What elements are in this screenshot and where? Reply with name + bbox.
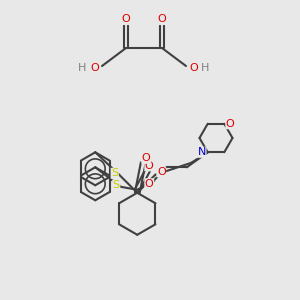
Text: S: S bbox=[111, 168, 118, 178]
Text: O: O bbox=[157, 167, 166, 177]
Text: O: O bbox=[158, 14, 166, 25]
Text: O: O bbox=[90, 62, 99, 73]
Text: O: O bbox=[122, 14, 130, 25]
Text: O: O bbox=[226, 119, 235, 129]
Text: O: O bbox=[145, 179, 154, 189]
Text: H: H bbox=[201, 62, 210, 73]
Text: H: H bbox=[78, 62, 87, 73]
Text: O: O bbox=[142, 153, 151, 163]
Text: O: O bbox=[189, 62, 198, 73]
Text: S: S bbox=[113, 180, 120, 190]
Text: O: O bbox=[145, 161, 154, 171]
Text: N: N bbox=[198, 147, 206, 157]
